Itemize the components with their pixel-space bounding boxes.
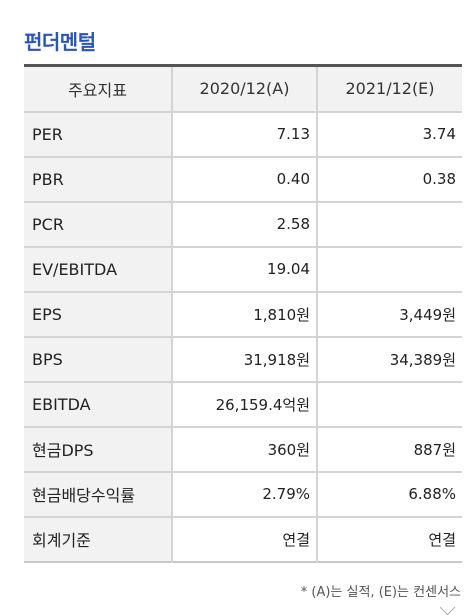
table-row: EBITDA 26,159.4억원 (24, 381, 462, 428)
table-row: 현금배당수익률 2.79% 6.88% (24, 471, 462, 518)
value-2020: 1,810원 (171, 291, 317, 338)
value-2020: 7.13 (171, 111, 317, 158)
value-2020: 연결 (171, 516, 317, 562)
header-2021-estimate: 2021/12(E) (316, 65, 462, 113)
fundamentals-table-wrap: 주요지표 2020/12(A) 2021/12(E) PER 7.13 3.74… (24, 64, 462, 563)
value-2021: 3,449원 (316, 291, 462, 338)
value-2020: 2.79% (171, 471, 317, 518)
value-2021 (316, 246, 462, 293)
row-label: BPS (24, 336, 172, 383)
value-2021: 6.88% (316, 471, 462, 518)
value-2021: 3.74 (316, 111, 462, 158)
row-label: 현금배당수익률 (24, 471, 172, 518)
table-row: PCR 2.58 (24, 201, 462, 248)
value-2021: 0.38 (316, 156, 462, 203)
header-metric: 주요지표 (24, 65, 172, 113)
value-2020: 19.04 (171, 246, 317, 293)
table-header-row: 주요지표 2020/12(A) 2021/12(E) (24, 65, 462, 113)
row-label: EPS (24, 291, 172, 338)
value-2020: 26,159.4억원 (171, 381, 317, 428)
table-row: 현금DPS 360원 887원 (24, 426, 462, 473)
table-row: PBR 0.40 0.38 (24, 156, 462, 203)
row-label: 현금DPS (24, 426, 172, 473)
fundamentals-table: 주요지표 2020/12(A) 2021/12(E) PER 7.13 3.74… (24, 64, 462, 563)
row-label: EBITDA (24, 381, 172, 428)
section-title: 펀더멘털 (24, 30, 96, 54)
header-2020-actual: 2020/12(A) (171, 65, 317, 113)
row-label: PCR (24, 201, 172, 248)
value-2020: 2.58 (171, 201, 317, 248)
row-label: PBR (24, 156, 172, 203)
table-row: EPS 1,810원 3,449원 (24, 291, 462, 338)
value-2020: 0.40 (171, 156, 317, 203)
row-label: PER (24, 111, 172, 158)
value-2020: 360원 (171, 426, 317, 473)
row-label: EV/EBITDA (24, 246, 172, 293)
table-row: EV/EBITDA 19.04 (24, 246, 462, 293)
value-2020: 31,918원 (171, 336, 317, 383)
table-row: 회계기준 연결 연결 (24, 516, 462, 562)
value-2021: 34,389원 (316, 336, 462, 383)
table-row: BPS 31,918원 34,389원 (24, 336, 462, 383)
value-2021 (316, 201, 462, 248)
footnote: * (A)는 실적, (E)는 컨센서스 (300, 585, 461, 600)
row-label: 회계기준 (24, 516, 172, 562)
value-2021: 887원 (316, 426, 462, 473)
value-2021: 연결 (316, 516, 462, 562)
value-2021 (316, 381, 462, 428)
table-row: PER 7.13 3.74 (24, 111, 462, 158)
